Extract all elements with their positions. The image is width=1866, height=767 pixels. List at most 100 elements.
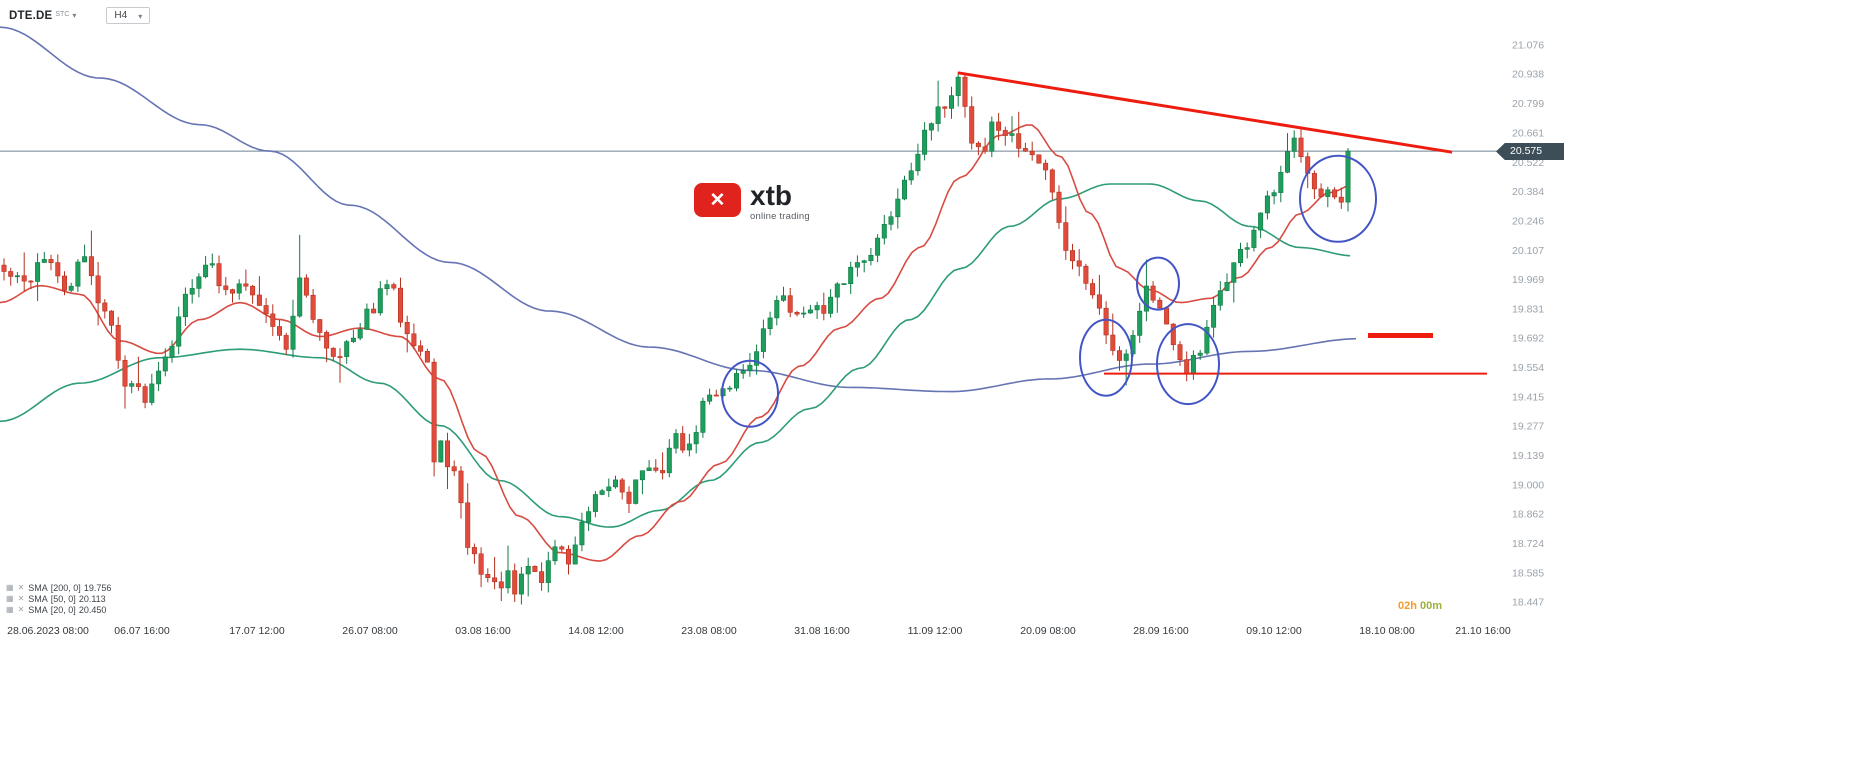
candle-body [680, 433, 686, 451]
candle-body [290, 315, 296, 350]
candle-body [774, 300, 780, 319]
candle-body [787, 295, 793, 313]
candle-body [189, 288, 195, 295]
candle-body [8, 271, 14, 277]
candle-body [203, 264, 209, 278]
candle-body [310, 294, 316, 320]
candle-body [996, 121, 1002, 131]
candle-body [1157, 299, 1163, 309]
candle-body [142, 386, 148, 403]
candle-body [982, 146, 988, 152]
candle-body [559, 546, 565, 550]
candle-body [854, 262, 860, 268]
price-tick-label: 18.724 [1512, 538, 1544, 550]
candle-body [532, 565, 538, 572]
candle-body [881, 224, 887, 239]
candle-body [1076, 260, 1082, 267]
candle-body [1137, 310, 1143, 336]
highlight-ellipse [1079, 318, 1133, 397]
indicator-row: ▦ ✕ SMA [50, 0] 20.113 [6, 593, 114, 604]
indicator-settings-icon[interactable]: ▦ [6, 582, 14, 592]
candle-body [606, 486, 612, 491]
candle-countdown-timer: 02h 00m [1398, 600, 1442, 612]
candle-body [256, 294, 262, 306]
time-tick-label: 28.09 16:00 [1133, 625, 1189, 637]
candle-body [545, 560, 551, 583]
candle-body [928, 123, 934, 131]
candle-body [411, 333, 417, 347]
candle-body [733, 373, 739, 389]
time-tick-label: 09.10 12:00 [1246, 625, 1302, 637]
indicator-remove-icon[interactable]: ✕ [17, 604, 25, 614]
candle-body [35, 262, 41, 282]
candle-body [337, 356, 343, 358]
candle-body [122, 359, 128, 387]
time-axis: 28.06.2023 08:00 06.07 16:00 17.07 12:00 26… [7, 625, 1511, 637]
candle-body [196, 276, 202, 289]
indicator-settings-icon[interactable]: ▦ [6, 604, 14, 614]
sma-line [0, 183, 1351, 528]
candle-body [1, 264, 7, 272]
candle-body [686, 443, 692, 451]
candle-body [935, 106, 941, 124]
candle-body [404, 321, 410, 335]
candle-body [223, 285, 229, 290]
candle-body [619, 479, 625, 493]
candle-body [794, 311, 800, 315]
candle-body [1224, 282, 1230, 291]
candle-body [182, 293, 188, 318]
sma-line [0, 124, 1351, 562]
indicator-settings-icon[interactable]: ▦ [6, 593, 14, 603]
candle-body [61, 275, 67, 291]
candle-body [357, 329, 363, 339]
candle-body [350, 337, 356, 342]
candle-body [915, 153, 921, 172]
candle-body [653, 467, 659, 471]
candle-body [485, 573, 491, 578]
price-tick-label: 19.554 [1512, 362, 1544, 374]
candle-body [1043, 162, 1049, 171]
price-tick-label: 19.692 [1512, 333, 1544, 345]
candle-body [458, 470, 464, 504]
xtb-watermark: ✕ xtb online trading [694, 182, 810, 222]
candle-body [1123, 353, 1129, 361]
candle-body [801, 312, 807, 315]
price-tick-label: 19.969 [1512, 274, 1544, 286]
time-tick-label: 14.08 12:00 [568, 625, 624, 637]
candle-body [1150, 285, 1156, 301]
candle-body [1251, 229, 1257, 248]
candle-body [1231, 262, 1237, 283]
candle-body [1177, 344, 1183, 361]
candle-body [1002, 130, 1008, 136]
candle-body [1325, 189, 1331, 197]
candle-body [478, 553, 484, 575]
timeframe-selector[interactable]: H4 ▾ [106, 7, 151, 24]
candle-body [727, 387, 733, 390]
symbol-selector[interactable]: DTE.DE STC ▾ [9, 10, 76, 22]
candle-body [1063, 222, 1069, 251]
candle-body [1022, 148, 1028, 152]
price-tick-label: 20.799 [1512, 98, 1544, 110]
candle-body [1103, 307, 1109, 336]
indicator-remove-icon[interactable]: ✕ [17, 582, 25, 592]
candle-body [1049, 169, 1055, 193]
highlight-ellipse [721, 359, 779, 428]
candle-body [41, 259, 47, 263]
candle-body [754, 351, 760, 366]
candle-body [243, 283, 249, 287]
candle-body [324, 332, 330, 349]
candle-body [579, 521, 585, 546]
candle-body [471, 547, 477, 555]
candle-body [666, 447, 672, 474]
candle-body [1036, 154, 1042, 164]
price-tick-label: 18.447 [1512, 597, 1544, 609]
chevron-down-icon: ▾ [72, 10, 77, 20]
candle-body [841, 283, 847, 286]
indicator-remove-icon[interactable]: ✕ [17, 593, 25, 603]
candle-body [828, 296, 834, 314]
price-axis: 21.07620.93820.79920.66120.52220.38420.2… [1512, 40, 1544, 609]
price-tick-label: 19.277 [1512, 421, 1544, 433]
candle-body [129, 383, 135, 387]
candle-body [176, 316, 182, 347]
